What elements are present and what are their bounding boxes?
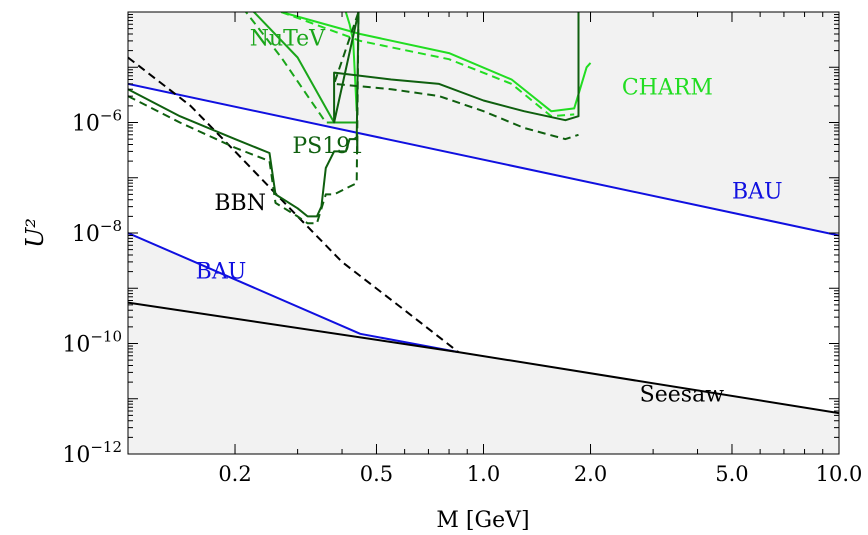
excluded-region-above-bau [128,12,839,236]
y-tick-exponent: −10 [90,328,122,346]
curve-charm-dashed [280,12,575,118]
y-tick-base: 10 [72,222,100,247]
y-tick-label: 10−8 [72,217,122,247]
curve-ps191-dashed [128,12,579,225]
excluded-region-below-bau [128,233,839,454]
y-tick-base: 10 [62,333,90,358]
x-tick-label: 10.0 [816,462,863,486]
curves [128,12,839,415]
x-tick-label: 1.0 [467,462,500,486]
x-axis-label: M [GeV] [436,508,529,533]
y-tick-exponent: −8 [100,217,122,235]
y-axis-label: U² [21,218,49,248]
y-tick-base: 10 [62,443,90,468]
annotation-seesaw: Seesaw [640,382,725,407]
y-tick-exponent: −6 [100,107,122,125]
curve-nutev-solid [252,12,357,124]
annotation-nutev: NuTeV [250,26,326,51]
curve-bau-upper [128,82,839,237]
x-tick-label: 5.0 [715,462,748,486]
annotations: NuTeV CHARM PS191 BBN BAU BAU Seesaw [196,26,783,407]
annotation-bau: BAU [196,260,247,285]
y-tick-exponent: −12 [90,438,122,456]
y-tick-label: 10−10 [62,328,122,358]
excluded-regions [128,12,839,454]
y-tick-base: 10 [72,112,100,137]
x-tick-label: 0.5 [360,462,393,486]
y-tick-label: 10−12 [62,438,122,468]
annotation-bbn: BBN [214,191,266,216]
curve-ps191-solid [128,12,580,218]
curve-bau-lower [128,232,459,354]
curve-bbn [128,56,460,353]
curve-charm-solid [281,12,592,113]
y-tick-label: 10−6 [72,107,122,137]
x-tick-label: 2.0 [574,462,607,486]
annotation-bau: BAU [732,180,783,205]
annotation-charm: CHARM [622,76,713,101]
annotation-ps191: PS191 [292,134,364,159]
x-tick-label: 0.2 [218,462,251,486]
